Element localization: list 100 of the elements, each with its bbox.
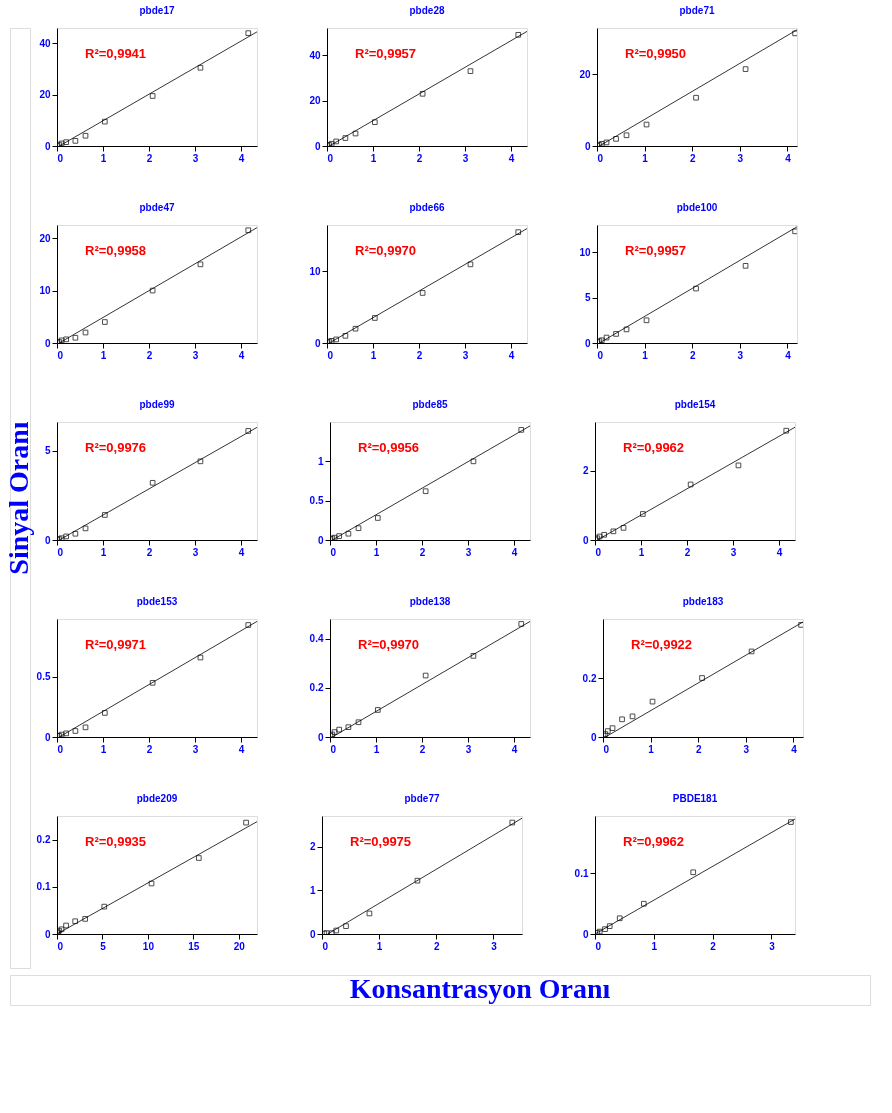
y-tick-label: 10 xyxy=(309,265,321,277)
point xyxy=(63,533,70,540)
point xyxy=(693,285,699,292)
point xyxy=(620,525,627,531)
x-tick-label: 4 xyxy=(238,152,245,164)
point xyxy=(355,719,362,726)
x-tick-label: 1 xyxy=(100,152,107,164)
x-tick-label: 2 xyxy=(684,546,691,558)
point xyxy=(333,138,340,145)
point xyxy=(101,319,108,325)
y-tick-label: 0 xyxy=(582,534,589,546)
y-tick-label: 0 xyxy=(317,731,324,743)
y-tick-label: 5 xyxy=(584,292,591,304)
point xyxy=(343,923,349,929)
y-tick-label: 0 xyxy=(314,140,321,152)
y-tick-label: 0.2 xyxy=(582,672,597,684)
y-tick-label: 0.1 xyxy=(36,881,51,893)
x-tick-label: 0 xyxy=(327,152,334,164)
x-tick-label: 10 xyxy=(142,940,155,952)
annotation: R²=0,9935 xyxy=(85,834,147,849)
chart-title: pbde28 xyxy=(409,5,445,16)
point xyxy=(748,648,755,655)
point xyxy=(243,819,249,826)
point xyxy=(470,653,477,659)
y-tick-label: 0.2 xyxy=(36,834,51,846)
x-tick-label: 5 xyxy=(100,940,107,952)
y-tick-label: 0.1 xyxy=(574,867,589,879)
point xyxy=(197,64,204,71)
point xyxy=(419,290,426,296)
point xyxy=(149,287,156,294)
point xyxy=(619,716,625,723)
point xyxy=(333,927,340,934)
point xyxy=(792,30,797,37)
point xyxy=(518,427,525,433)
y-tick-label: 0 xyxy=(584,337,591,349)
y-tick-label: 0.5 xyxy=(36,671,51,683)
x-tick-label: 3 xyxy=(491,940,498,952)
x-tick-label: 0 xyxy=(57,743,64,755)
point xyxy=(414,877,421,884)
x-tick-label: 2 xyxy=(416,349,423,361)
y-tick-label: 20 xyxy=(579,68,591,80)
point xyxy=(603,139,610,146)
x-tick-label: 1 xyxy=(373,546,380,558)
x-tick-label: 4 xyxy=(508,349,515,361)
point xyxy=(197,458,204,465)
point xyxy=(643,317,650,324)
x-tick-label: 0 xyxy=(57,349,64,361)
point xyxy=(470,458,477,465)
point xyxy=(515,229,522,235)
y-tick-label: 0 xyxy=(309,928,316,940)
x-tick-label: 3 xyxy=(730,546,737,558)
point xyxy=(352,130,359,137)
point xyxy=(609,725,616,731)
y-tick-label: 0.4 xyxy=(309,633,324,645)
point xyxy=(602,926,608,932)
point xyxy=(245,622,252,628)
x-tick-label: 20 xyxy=(233,940,246,952)
x-tick-label: 4 xyxy=(511,743,518,755)
x-tick-label: 3 xyxy=(743,743,750,755)
point xyxy=(82,132,89,139)
chart-title: pbde66 xyxy=(409,202,445,213)
annotation: R²=0,9941 xyxy=(85,46,147,61)
x-tick-label: 3 xyxy=(737,152,744,164)
point xyxy=(63,139,70,145)
point xyxy=(509,819,516,826)
point xyxy=(735,462,742,469)
annotation: R²=0,9957 xyxy=(355,46,417,61)
y-tick-label: 0 xyxy=(584,140,591,152)
x-tick-label: 4 xyxy=(238,743,245,755)
chart-title: pbde209 xyxy=(136,793,178,804)
y-tick-label: 0 xyxy=(317,534,324,546)
x-tick-label: 2 xyxy=(146,349,153,361)
point xyxy=(467,68,474,74)
x-tick-label: 3 xyxy=(192,743,199,755)
y-tick-label: 0 xyxy=(590,731,597,743)
point xyxy=(742,263,749,269)
chart-title: pbde99 xyxy=(139,399,175,410)
chart-title: pbde100 xyxy=(676,202,718,213)
annotation: R²=0,9957 xyxy=(625,243,687,258)
y-tick-label: 0 xyxy=(44,534,51,546)
x-tick-label: 3 xyxy=(769,940,776,952)
annotation: R²=0,9962 xyxy=(623,440,685,455)
point xyxy=(333,336,340,343)
y-tick-label: 0 xyxy=(314,337,321,349)
point xyxy=(148,880,155,887)
point xyxy=(422,672,429,679)
point xyxy=(374,707,381,713)
point xyxy=(72,138,79,144)
x-tick-label: 15 xyxy=(188,940,200,952)
point xyxy=(195,855,202,861)
point xyxy=(72,530,79,537)
point xyxy=(82,525,89,532)
x-tick-label: 4 xyxy=(508,152,515,164)
x-tick-label: 4 xyxy=(785,349,792,361)
point xyxy=(355,525,362,532)
y-tick-label: 1 xyxy=(317,455,324,467)
x-tick-label: 4 xyxy=(238,349,245,361)
point xyxy=(603,334,610,341)
x-tick-label: 3 xyxy=(192,546,199,558)
y-tick-label: 0 xyxy=(44,731,51,743)
